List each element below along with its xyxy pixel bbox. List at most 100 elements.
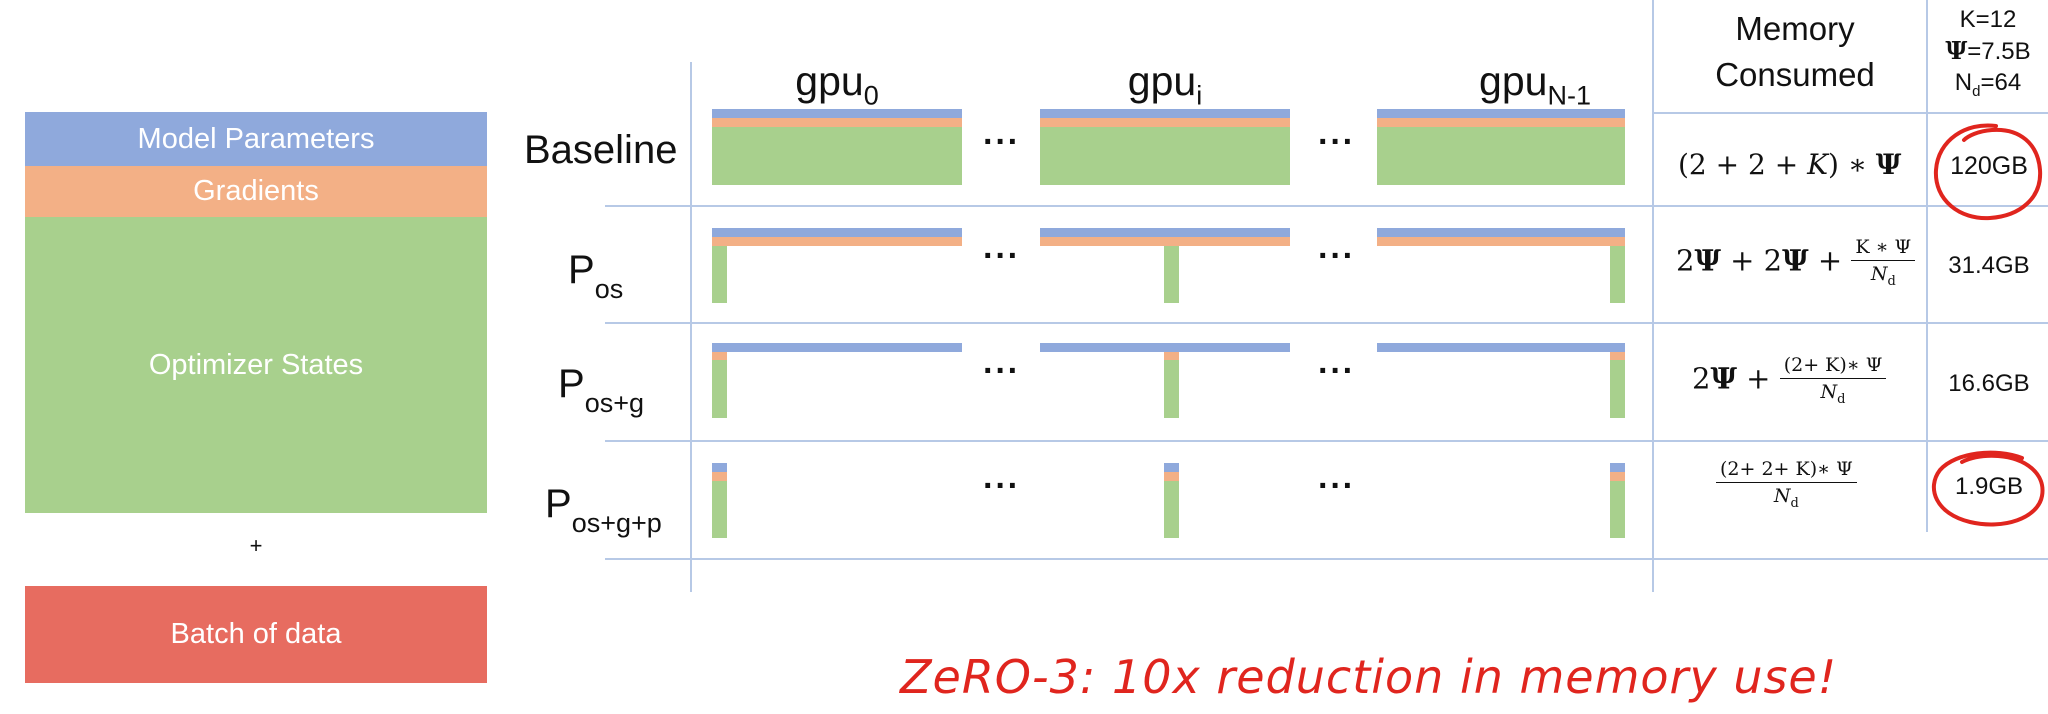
row-label-baseline-text: Baseline xyxy=(524,128,678,172)
baseline-gpu0-params xyxy=(712,109,962,118)
formula-posg-den-base: N xyxy=(1820,381,1838,403)
grid-hline-3 xyxy=(605,322,2048,324)
formula-posg-c: + xyxy=(1736,361,1780,396)
param-psi: Ψ=7.5B xyxy=(1928,35,2048,67)
formula-pos-fraction: K ∗ Ψ Nd xyxy=(1851,236,1916,289)
formula-pos-a: 2 xyxy=(1676,243,1695,278)
legend-gradients-label: Gradients xyxy=(193,175,319,207)
memory-value-posgp: 1.9GB xyxy=(1954,473,2024,500)
legend-gradients: Gradients xyxy=(25,166,487,217)
gpui-sub: i xyxy=(1196,80,1203,111)
formula-pos-psi2: Ψ xyxy=(1782,243,1809,278)
ellipsis: ··· xyxy=(983,467,1020,505)
param-nd: Nd=64 xyxy=(1928,67,2048,107)
posg-gpun-grads xyxy=(1610,352,1625,360)
posg-gpu0-optim xyxy=(712,360,727,418)
posgp-gpui-optim xyxy=(1164,481,1179,538)
parameters-header: K=12 Ψ=7.5B Nd=64 xyxy=(1928,4,2048,107)
ellipsis: ··· xyxy=(983,352,1020,390)
posgp-gpun-params xyxy=(1610,463,1625,472)
pos-gpu0-optim xyxy=(712,246,727,303)
posg-gpui-optim xyxy=(1164,360,1179,418)
posg-gpun-optim xyxy=(1610,360,1625,418)
ellipsis: ··· xyxy=(1318,352,1355,390)
ellipsis: ··· xyxy=(1318,237,1355,275)
legend-model-parameters-label: Model Parameters xyxy=(137,122,375,155)
posgp-gpun-grads xyxy=(1610,472,1625,481)
formula-pos-den-sub: d xyxy=(1887,273,1896,289)
grid-vline-memory xyxy=(1652,0,1654,592)
ellipsis: ··· xyxy=(983,237,1020,275)
grid-vline-values xyxy=(1926,0,1928,532)
row-label-pos-base: P xyxy=(568,248,595,292)
legend-optimizer-states-label: Optimizer States xyxy=(148,348,364,381)
baseline-gpun-optim xyxy=(1377,127,1625,185)
posg-gpui-params xyxy=(1040,343,1290,352)
formula-pos-b: + 2 xyxy=(1720,243,1783,278)
baseline-gpun-grads xyxy=(1377,118,1625,127)
pos-gpu0-params xyxy=(712,228,962,237)
formula-baseline-psi: Ψ xyxy=(1875,148,1902,181)
grid-hline-4 xyxy=(605,440,2048,442)
baseline-gpui-grads xyxy=(1040,118,1290,127)
memory-value-pos: 31.4GB xyxy=(1948,252,2030,279)
gpun-sub: N-1 xyxy=(1547,80,1591,111)
row-label-pos-sub: os xyxy=(594,273,624,304)
column-header-gpui: gpui xyxy=(1040,58,1290,111)
row-label-posg-sub: os+g xyxy=(584,387,644,418)
formula-posg-denominator: Nd xyxy=(1821,379,1846,407)
gpun-base: gpu xyxy=(1479,58,1548,104)
posg-gpun-params xyxy=(1377,343,1625,352)
posgp-gpui-params xyxy=(1164,463,1179,472)
posg-gpu0-params xyxy=(712,343,962,352)
gpu0-base: gpu xyxy=(795,58,864,104)
param-k: K=12 xyxy=(1959,6,2017,33)
row-label-baseline: Baseline xyxy=(524,128,677,173)
baseline-gpun-params xyxy=(1377,109,1625,118)
formula-pos-numerator: K ∗ Ψ xyxy=(1851,236,1916,261)
posgp-gpun-optim xyxy=(1610,481,1625,538)
formula-posgp-den-sub: d xyxy=(1790,495,1799,511)
memory-value-baseline: 120GB xyxy=(1950,152,2028,180)
grid-vline-labels xyxy=(690,62,692,592)
posg-gpu0-grads xyxy=(712,352,727,360)
formula-baseline-pre: (2 + 2 + xyxy=(1678,148,1808,181)
formula-posgp-numerator: (2+ 2+ K)∗ Ψ xyxy=(1716,458,1857,483)
param-psi-symbol: Ψ xyxy=(1945,36,1968,65)
formula-baseline-post: ) ∗ xyxy=(1828,148,1876,181)
baseline-gpu0-optim xyxy=(712,127,962,185)
legend-plus: + xyxy=(249,533,263,558)
baseline-gpui-optim xyxy=(1040,127,1290,185)
pos-gpu0-grads xyxy=(712,237,962,246)
legend-optimizer-states: Optimizer States xyxy=(25,217,487,513)
formula-posgp-den-base: N xyxy=(1773,485,1791,507)
legend-model-parameters: Model Parameters xyxy=(25,112,487,166)
formula-posg-psi: Ψ xyxy=(1710,361,1737,396)
row-label-posgp-sub: os+g+p xyxy=(571,507,662,538)
row-label-posg-base: P xyxy=(558,362,585,406)
column-header-gpu0: gpu0 xyxy=(712,58,962,111)
formula-posg: 2Ψ + (2+ K)∗ Ψ Nd xyxy=(1692,354,1887,407)
formula-baseline-k: K xyxy=(1807,148,1828,181)
formula-baseline: (2 + 2 + K) ∗ Ψ xyxy=(1678,148,1901,181)
formula-posg-den-sub: d xyxy=(1837,391,1846,407)
formula-pos-den-base: N xyxy=(1870,263,1888,285)
baseline-gpu0-grads xyxy=(712,118,962,127)
grid-hline-1 xyxy=(1652,112,2048,114)
ellipsis: ··· xyxy=(1318,467,1355,505)
formula-pos-c: + xyxy=(1808,243,1852,278)
row-label-pos: Pos xyxy=(568,248,623,305)
row-label-posg: Pos+g xyxy=(558,362,644,419)
param-nd-base: N xyxy=(1954,69,1973,96)
row-label-posgp: Pos+g+p xyxy=(545,482,662,539)
pos-gpui-optim xyxy=(1164,246,1179,303)
ellipsis: ··· xyxy=(983,123,1020,161)
formula-posg-a: 2 xyxy=(1692,361,1711,396)
formula-pos-denominator: Nd xyxy=(1871,261,1896,289)
formula-posgp-fraction: (2+ 2+ K)∗ Ψ Nd xyxy=(1716,458,1857,511)
legend-batch-of-data: Batch of data xyxy=(25,586,487,683)
posgp-gpu0-params xyxy=(712,463,727,472)
gpu0-sub: 0 xyxy=(863,80,879,111)
legend-batch-of-data-label: Batch of data xyxy=(170,618,342,650)
formula-posg-fraction: (2+ K)∗ Ψ Nd xyxy=(1779,354,1887,407)
